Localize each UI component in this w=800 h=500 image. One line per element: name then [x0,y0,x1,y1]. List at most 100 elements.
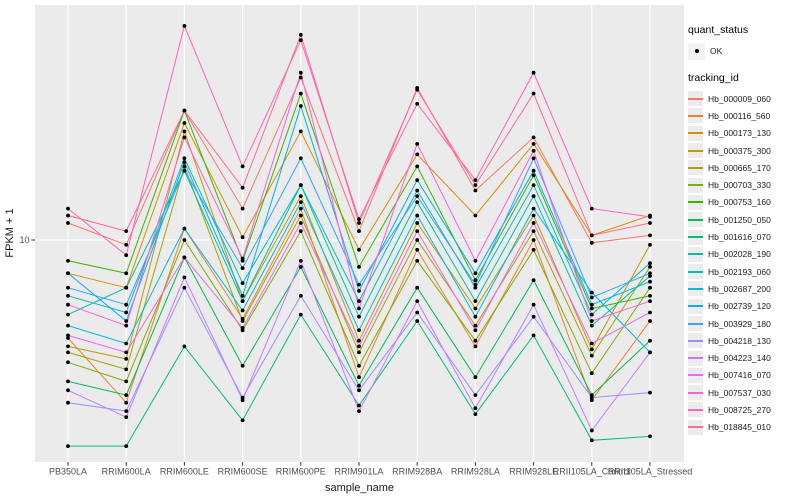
x-tick-label-1: RRIM600LA [102,467,151,477]
legend-item-Hb_007537_030: Hb_007537_030 [688,384,800,401]
legend: quant_status OK tracking_id Hb_000009_06… [688,24,800,436]
data-point-Hb_000703_330-RRIM600LA [124,379,129,384]
data-point-Hb_007537_030-RRIM901LA [357,306,361,311]
legend-line-icon [688,97,703,100]
legend-key-swatch [688,177,703,193]
data-point-Hb_002193_060-RRIM928BA [415,188,420,193]
legend-item-label: Hb_000375_300 [708,145,771,156]
data-point-Hb_003929_180-RRII105LA_Control [589,295,594,300]
legend-item-label: Hb_008725_270 [708,404,771,415]
data-point-Hb_018845_010-RRII105LA_Control [589,233,594,238]
data-point-Hb_002028_190-RRIM600LA [124,285,129,290]
data-point-Hb_002739_120-RRII105LA_Stressed [648,279,652,284]
data-point-Hb_000116_560-PB350LA [66,336,70,340]
legend-key-swatch [688,194,703,210]
data-point-Hb_002687_200-RRIM600SE [240,308,245,313]
data-point-Hb_000703_330-RRIM928LA [473,338,478,343]
legend-item-label: Hb_002028_190 [708,249,771,260]
data-point-Hb_001616_070-RRIM901LA [357,403,361,408]
legend-item-label: Hb_000173_130 [708,128,771,139]
legend-item-Hb_000703_330: Hb_000703_330 [688,176,800,193]
data-point-Hb_004218_130-PB350LA [66,400,70,405]
data-point-Hb_002739_120-RRIM600LE [182,160,187,165]
data-point-Hb_007416_070-RRIM928LE [531,221,536,225]
data-point-Hb_002193_060-RRIM928LE [531,183,536,188]
data-point-Hb_000375_300-RRIM928LA [473,306,478,311]
data-point-Hb_002687_200-RRIM600PE [298,200,303,205]
legend-item-ok: OK [688,42,800,60]
data-point-Hb_002193_060-RRIM901LA [357,299,361,303]
legend-item-label: Hb_001250_050 [708,214,771,225]
data-point-Hb_007416_070-RRIM600LA [124,350,129,355]
data-point-Hb_000009_060-PB350LA [66,221,70,225]
legend-line-icon [688,201,703,204]
data-point-Hb_008725_270-RRIM600SE [240,164,245,169]
legend-item-label: Hb_003929_180 [708,318,771,329]
data-point-Hb_002028_190-RRII105LA_Control [589,323,594,328]
legend-item-label: Hb_000703_330 [708,180,771,191]
data-point-Hb_001250_050-RRIM901LA [357,383,361,388]
data-point-Hb_018845_010-PB350LA [66,213,70,218]
data-point-Hb_018845_010-RRIM928BA [415,87,420,92]
legend-line-icon [688,114,703,117]
data-point-Hb_002739_120-RRIM600PE [298,104,303,108]
data-point-Hb_000753_160-RRII105LA_Stressed [648,293,652,298]
data-point-Hb_002739_120-RRIM901LA [357,289,361,293]
x-tick-label-9: RRII105LA_Control [553,467,631,477]
legend-item-Hb_004218_130: Hb_004218_130 [688,332,800,349]
data-point-Hb_000173_130-RRIM600PE [298,129,303,134]
data-point-Hb_000703_330-RRIM600LE [182,238,187,242]
data-point-Hb_004223_140-RRIM928BA [415,299,420,303]
data-point-Hb_018845_010-RRIM928LE [531,91,536,96]
data-point-Hb_000173_130-RRIM928BA [415,152,420,157]
x-tick-label-6: RRIM928BA [392,467,442,477]
data-point-Hb_007416_070-RRIM600LE [182,255,187,260]
data-point-Hb_004218_130-RRIM928LA [473,393,478,397]
data-point-Hb_000703_330-RRIM600PE [298,229,303,234]
tracking-id-legend-items: Hb_000009_060 Hb_000116_560 Hb_000173_130 H… [688,90,800,436]
y-tick-label: 10 [19,235,29,245]
data-point-Hb_007537_030-RRIM600LA [124,323,129,328]
legend-key-swatch [688,264,703,280]
data-point-Hb_001250_050-PB350LA [66,379,70,384]
legend-line-icon [688,184,703,187]
legend-item-label: Hb_018845_010 [708,422,771,433]
x-axis-title: sample_name [325,482,394,494]
data-point-Hb_002028_190-PB350LA [66,312,70,317]
data-point-Hb_002739_120-RRIM928BA [415,178,420,183]
data-point-Hb_000375_300-RRIM928LE [531,213,536,218]
data-point-Hb_002028_190-RRII105LA_Stressed [648,274,652,278]
legend-item-label: Hb_004218_130 [708,335,771,346]
data-point-Hb_000753_160-RRIM901LA [357,265,361,269]
data-point-Hb_007537_030-RRIM600SE [240,256,245,261]
data-point-Hb_000665_170-PB350LA [66,350,70,355]
data-point-Hb_002193_060-RRIM928LA [473,285,478,290]
legend-item-Hb_000173_130: Hb_000173_130 [688,125,800,142]
legend-item-label: Hb_007416_070 [708,370,771,381]
legend-key-swatch [688,402,703,418]
legend-item-label: Hb_002193_060 [708,266,771,277]
x-tick-label-10: RRII105LA_Stressed [608,467,693,477]
data-point-Hb_002687_200-RRIM901LA [357,328,361,333]
data-point-Hb_000703_330-RRIM928LE [531,247,536,252]
data-point-Hb_001250_050-RRIM600SE [240,363,245,368]
legend-item-Hb_002739_120: Hb_002739_120 [688,298,800,315]
legend-item-label: OK [710,46,723,56]
data-point-Hb_008725_270-PB350LA [66,206,70,211]
legend-item-label: Hb_000665_170 [708,162,771,173]
data-point-Hb_018845_010-RRII105LA_Stressed [648,221,652,225]
legend-line-icon [688,287,703,290]
data-point-Hb_000009_060-RRIM928LA [473,188,478,193]
data-point-Hb_000375_300-RRIM600PE [298,194,303,199]
data-point-Hb_007416_070-RRIM928LA [473,328,478,333]
legend-line-icon [688,132,703,135]
legend-item-Hb_000665_170: Hb_000665_170 [688,159,800,176]
data-point-Hb_008725_270-RRIM928LE [531,70,536,75]
data-point-Hb_000116_560-RRIM928LE [531,238,536,242]
legend-title-tracking-id: tracking_id [688,72,739,84]
legend-item-Hb_000375_300: Hb_000375_300 [688,142,800,159]
legend-key-swatch [688,143,703,159]
legend-item-label: Hb_000116_560 [708,110,771,121]
data-point-Hb_004223_140-RRIM600PE [298,258,303,263]
data-point-Hb_002193_060-RRIM600SE [240,281,245,285]
